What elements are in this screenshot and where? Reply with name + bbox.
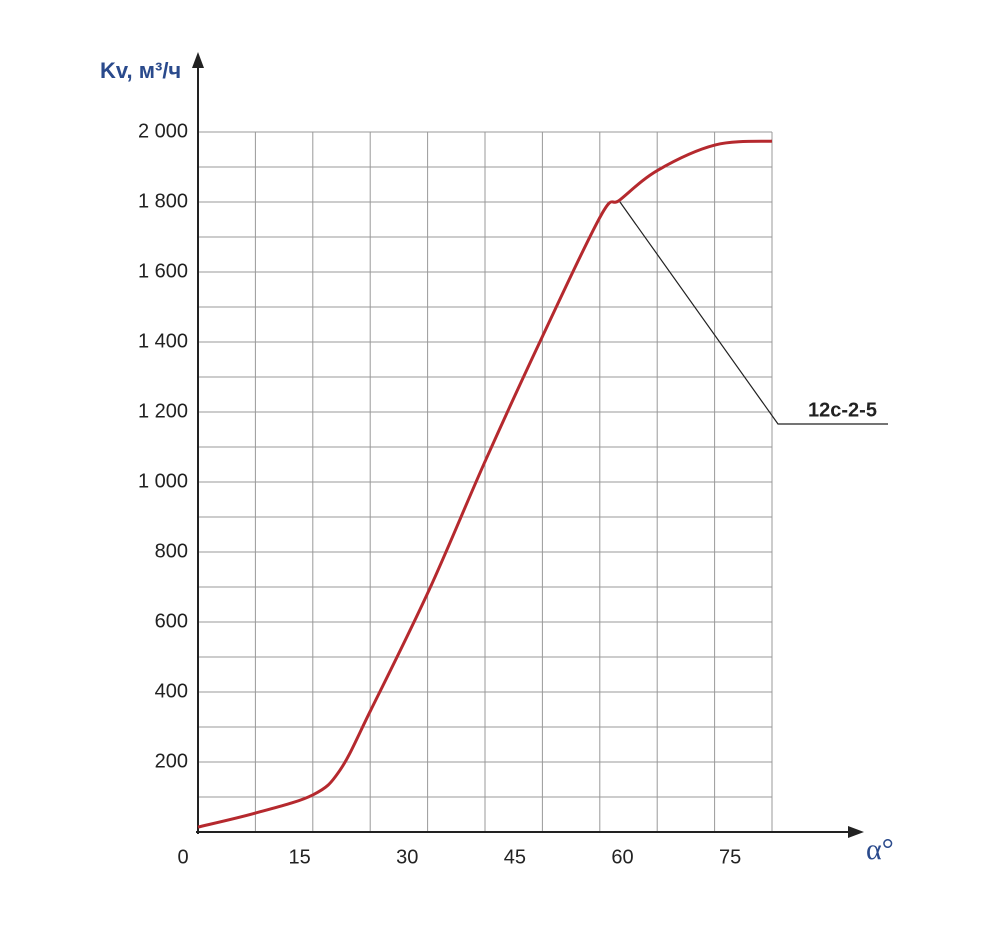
- x-tick-label: 30: [396, 846, 418, 868]
- y-tick-label: 400: [155, 680, 188, 702]
- y-tick-label: 600: [155, 610, 188, 632]
- y-tick-label: 1 200: [138, 400, 188, 422]
- y-tick-label: 200: [155, 750, 188, 772]
- y-tick-label: 1 000: [138, 470, 188, 492]
- x-tick-label: 0: [177, 846, 188, 868]
- x-arrow: [848, 826, 864, 838]
- x-tick-label: 15: [289, 846, 311, 868]
- x-tick-label: 45: [504, 846, 526, 868]
- y-arrow: [192, 52, 204, 68]
- y-tick-label: 2 000: [138, 120, 188, 142]
- axes: [192, 52, 864, 838]
- y-tick-label: 1 800: [138, 190, 188, 212]
- leader-line: [619, 201, 888, 425]
- line: [197, 139, 773, 829]
- y-tick-label: 800: [155, 540, 188, 562]
- x-tick-label: 60: [611, 846, 633, 868]
- y-axis-label: Kv, м³/ч: [100, 58, 181, 83]
- y-tick-label: 1 400: [138, 330, 188, 352]
- y-tick-label: 1 600: [138, 260, 188, 282]
- x-tick-label: 75: [719, 846, 741, 868]
- x-axis-label: α°: [866, 833, 894, 866]
- series-label: 12c-2-5: [808, 399, 877, 421]
